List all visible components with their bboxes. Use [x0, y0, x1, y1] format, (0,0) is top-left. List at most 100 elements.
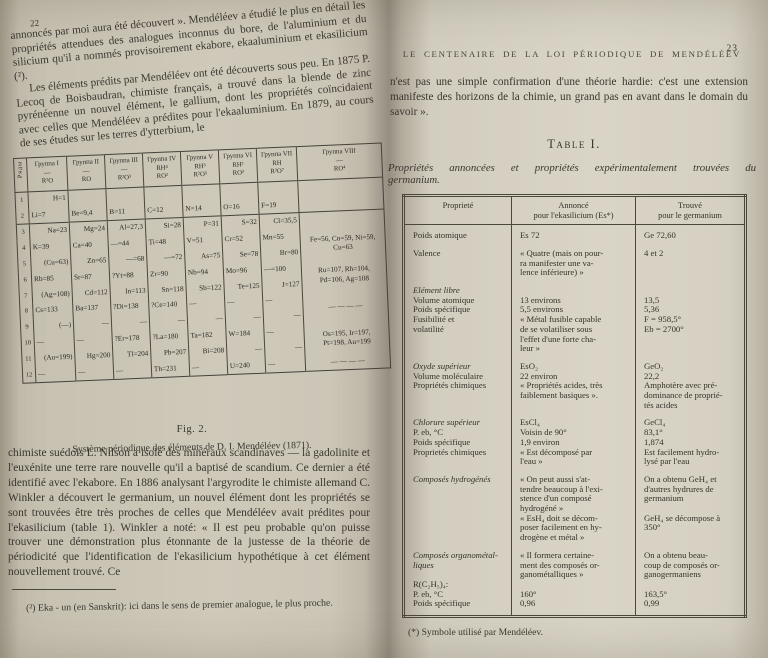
cell-line: « On peut aussi s'at-	[520, 474, 591, 484]
table-caption: Propriétés annoncées et propriétés expér…	[388, 162, 756, 186]
cell-line: 160°	[520, 589, 537, 599]
element-cell: —	[111, 314, 150, 332]
element-cell	[257, 180, 299, 199]
cell-line: faiblement basiques ».	[520, 391, 598, 401]
germ-row: Chlorure supérieur P. eb, °C Poids spécifi…	[404, 410, 746, 467]
element-cell: Be=9,4	[68, 204, 108, 223]
element-cell: Na=23	[29, 222, 70, 241]
found-cell: On a obtenu beau-coup de composés or-gan…	[635, 542, 746, 617]
cell-line: ra manifester une va-	[520, 258, 594, 268]
right-top-paragraph: n'est pas une simple confirmation d'une …	[390, 76, 748, 118]
cell-line: 4 et 2	[644, 248, 664, 258]
element-cell: V=51	[183, 232, 223, 250]
cell-line	[644, 504, 741, 514]
header-line: pour l'ekasilicium (Es*)	[533, 210, 614, 220]
cell-line: Chlorure supérieur	[413, 418, 481, 428]
running-head: LE CENTENAIRE DE LA LOI PÉRIODIQUE DE ME…	[402, 49, 742, 59]
element-cell: —	[187, 311, 226, 329]
found-cell: 13,5 5,36 F = 958,5° Eb = 2700°	[635, 278, 746, 354]
cell-line: hydrogéné »	[520, 504, 564, 514]
element-cell: (—)	[33, 317, 74, 336]
element-cell: In=113	[109, 283, 149, 301]
element-cell: ?La=180	[149, 328, 189, 347]
element-cell: —	[225, 309, 264, 328]
fig-body: 1 H=1 2 Li=7 Be=9,4 B=11 C=12 N=14 O=16 F=19 3 Na=2…	[14, 176, 391, 384]
cell-line: « Est décomposé par	[520, 447, 593, 457]
cell-line: GeH₄ se décompose à	[644, 513, 721, 523]
element-cell: Zn=65	[70, 253, 110, 271]
element-cell: Ti=48	[145, 234, 185, 252]
element-cell: —	[186, 295, 226, 313]
element-cell	[219, 182, 259, 200]
row-axis-label: Ряды	[15, 160, 24, 179]
element-cell: Ta=182	[187, 327, 227, 345]
element-cell: —	[263, 323, 305, 342]
property-cell: Composés organométal-liques R(C₂H₅)₄: P. …	[404, 543, 512, 617]
group-header-line: Группа VI	[223, 151, 253, 161]
cell-line: Poids spécifique	[413, 599, 471, 609]
element-cell: (Au=199)	[34, 349, 76, 367]
cell-line: « EsH₄ doit se décom-	[520, 513, 598, 523]
germ-row: Composés hydrogénés « On peut aussi s'at-…	[404, 466, 746, 543]
cell-line: Poids spécifique	[413, 437, 471, 447]
group-header-line: RO³	[232, 169, 245, 177]
cell-line: Valence	[413, 248, 441, 258]
cell-line	[520, 286, 632, 296]
germ-row: Valence « Quatre (mais on pour-ra manifes…	[404, 240, 746, 278]
cell-line: l'eau »	[520, 457, 543, 467]
cell-line: GeO₂	[644, 361, 664, 371]
element-cell: —	[226, 341, 266, 359]
cell-line: coup de composés or-	[644, 560, 720, 570]
element-cell: P=31	[183, 216, 222, 235]
group-header-line: Группа II	[72, 158, 100, 167]
group-header-line: Группа VII	[260, 150, 293, 159]
group-header-line: Группа III	[109, 156, 139, 165]
cell-line: 163,5°	[644, 589, 668, 599]
cell-line: Poids spécifique	[413, 305, 471, 315]
cell-line: Voisin de 90°	[520, 428, 567, 438]
element-cell: —=44	[107, 235, 147, 254]
element-cell: F=19	[258, 196, 300, 215]
element-cell: —=100	[261, 260, 302, 279]
element-cell: Mo=96	[223, 262, 262, 280]
cell-line: 0,99	[644, 599, 660, 609]
element-cell: —	[263, 308, 304, 326]
cell-line: Propriétés chimiques	[413, 381, 487, 391]
cell-line: lysé par l'eau	[644, 457, 690, 467]
cell-line: « Métal fusible capable	[520, 315, 602, 325]
header-line: Trouvé	[678, 201, 702, 210]
left-top-paragraphs: annoncés par moi aura été découvert ». M…	[10, 0, 375, 151]
cell-line: « Propriétés acides, très	[520, 381, 603, 391]
cell-line: EsO₂	[520, 361, 538, 371]
cell-line: Ge 72,60	[644, 231, 676, 241]
cell-line: volatilité	[413, 324, 444, 334]
group-header: Группа III — R²O³	[104, 153, 144, 189]
element-cell: ?Di=138	[110, 298, 150, 317]
group-header-line: R²O⁵	[193, 171, 208, 179]
cell-line: tés acides	[644, 400, 678, 410]
found-cell: 4 et 2	[635, 240, 746, 278]
cell-line: dominance de proprié-	[644, 391, 723, 401]
germ-row: Poids atomique Es 72 Ge 72,60	[404, 224, 746, 241]
cell-line: Oxyde supérieur	[413, 361, 471, 371]
group-header-line: R²O⁷	[270, 167, 285, 176]
element-cell: N=14	[182, 199, 222, 218]
cell-line: ganogermaniens	[644, 570, 701, 580]
cell-line: 1,9 environ	[520, 437, 560, 447]
cell-line: 1,874	[644, 437, 664, 447]
element-cell: Ba=137	[72, 300, 112, 318]
cell-line: drogène et métal »	[520, 533, 585, 543]
group-header: Группа VIII — RO⁴	[296, 143, 383, 181]
element-cell: Bi=208	[188, 342, 228, 361]
element-cell: —=72	[146, 249, 186, 268]
cell-line: d'autres hydrures de	[644, 484, 714, 494]
cell-line: 13,5	[644, 295, 660, 305]
cell-line: Es 72	[520, 231, 540, 241]
element-cell: O=16	[220, 198, 260, 217]
cell-line: Volume atomique	[413, 295, 475, 305]
element-cell: Te=125	[223, 278, 263, 296]
header-line: Proprieté	[442, 201, 474, 210]
element-cell: Sn=118	[147, 281, 187, 299]
element-cell: Ca=40	[69, 237, 109, 255]
group-header-line: R²O³	[117, 174, 132, 182]
